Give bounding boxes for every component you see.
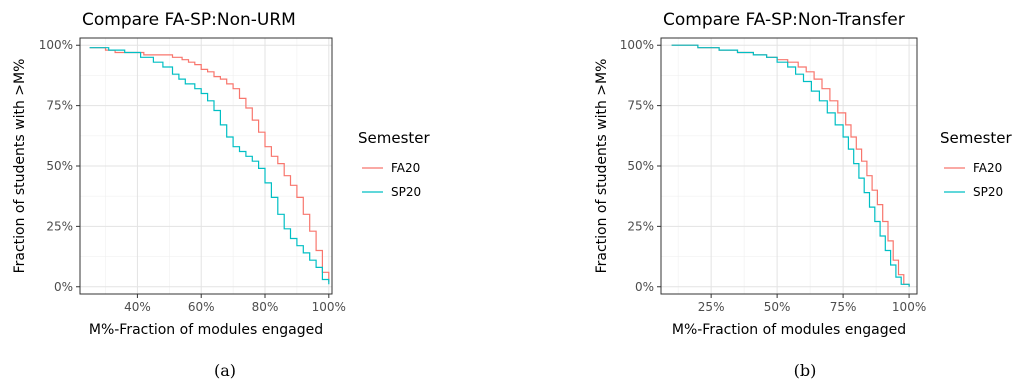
chart-title-b: Compare FA-SP:Non-Transfer: [663, 10, 905, 30]
x-tick-label: 60%: [188, 300, 215, 314]
x-tick-label: 80%: [252, 300, 279, 314]
legend-label-fa20-a: FA20: [391, 161, 420, 175]
y-axis-title-b: Fraction of students with >M%: [594, 59, 610, 274]
caption-a: (a): [214, 361, 236, 380]
grid-a: [80, 38, 332, 294]
legend-b: Semester FA20 SP20: [940, 129, 1013, 199]
x-tick-label: 100%: [892, 300, 926, 314]
legend-a: Semester FA20 SP20: [358, 129, 431, 199]
y-tick-label: 0%: [54, 280, 73, 294]
y-axis-ticks-a: 0% 25% 50% 75% 100%: [39, 38, 80, 294]
y-axis-ticks-b: 0% 25% 50% 75% 100%: [620, 38, 661, 294]
chart-title-a: Compare FA-SP:Non-URM: [82, 10, 296, 30]
x-tick-label: 40%: [124, 300, 151, 314]
caption-b: (b): [794, 361, 817, 380]
legend-title-a: Semester: [358, 129, 431, 147]
series-line-sp20: [89, 47, 330, 285]
legend-label-sp20-b: SP20: [973, 185, 1003, 199]
series-line-fa20: [89, 47, 330, 282]
y-tick-label: 75%: [627, 99, 654, 113]
y-tick-label: 25%: [46, 219, 73, 233]
y-tick-label: 100%: [620, 38, 654, 52]
x-axis-ticks-b: 25% 50% 75% 100%: [698, 294, 926, 314]
x-axis-ticks-a: 40% 60% 80% 100%: [124, 294, 346, 314]
y-tick-label: 50%: [46, 159, 73, 173]
y-tick-label: 25%: [627, 219, 654, 233]
x-axis-title-a: M%-Fraction of modules engaged: [89, 322, 323, 338]
legend-title-b: Semester: [940, 129, 1013, 147]
x-axis-title-b: M%-Fraction of modules engaged: [672, 322, 906, 338]
x-tick-label: 100%: [312, 300, 346, 314]
y-tick-label: 75%: [46, 99, 73, 113]
x-tick-label: 25%: [698, 300, 725, 314]
y-tick-label: 100%: [39, 38, 73, 52]
y-axis-title-a: Fraction of students with >M%: [12, 59, 28, 274]
x-tick-label: 75%: [830, 300, 857, 314]
legend-label-fa20-b: FA20: [973, 161, 1002, 175]
grid-b: [661, 38, 917, 294]
x-tick-label: 50%: [764, 300, 791, 314]
panel-b: Compare FA-SP:Non-Transfer 25% 50% 75% 100%…: [594, 10, 1013, 380]
plot-area-b: [660, 37, 918, 295]
series-line-sp20: [671, 44, 910, 287]
y-tick-label: 50%: [627, 159, 654, 173]
plot-area-a: [79, 37, 333, 295]
series-group-a: [89, 47, 330, 285]
panel-a: Compare FA-SP:Non-URM 40% 60% 80% 100% 0% 25…: [12, 10, 431, 380]
series-group-b: [671, 44, 910, 287]
y-tick-label: 0%: [635, 280, 654, 294]
legend-label-sp20-a: SP20: [391, 185, 421, 199]
